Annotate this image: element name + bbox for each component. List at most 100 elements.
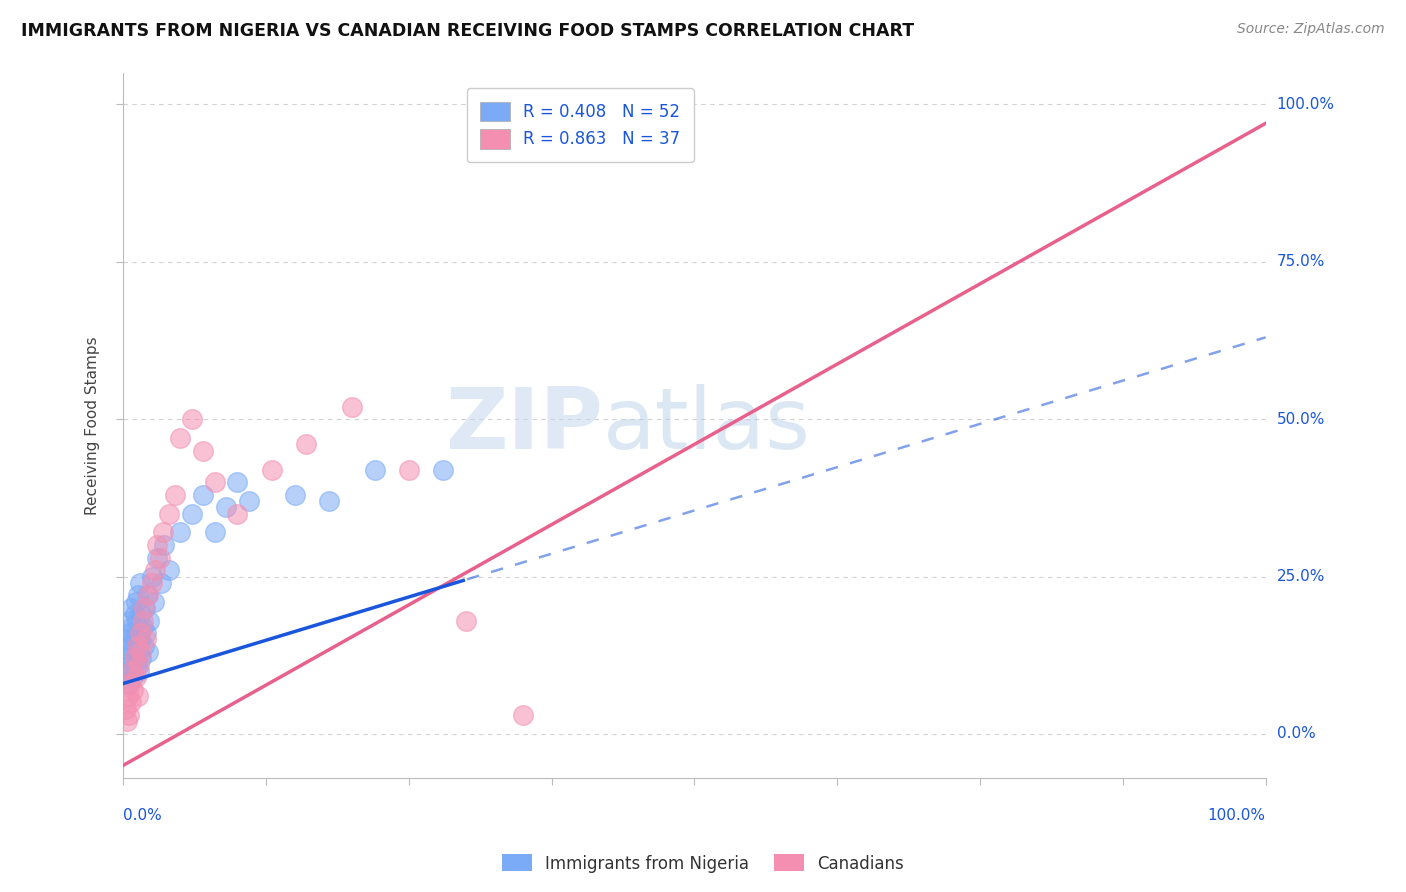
Point [128,626,150,640]
Point [125,639,148,653]
Point [122,682,145,697]
Point [169,431,191,445]
Point [138,588,160,602]
Text: 100.0%: 100.0% [1277,97,1334,112]
Point [128,664,150,678]
Point [132,639,155,653]
Point [117,676,139,690]
Point [512,708,534,723]
Point [138,645,160,659]
Point [193,443,215,458]
Point [215,500,238,515]
Text: 0.0%: 0.0% [1277,726,1316,741]
Legend: R = 0.408   N = 52, R = 0.863   N = 37: R = 0.408 N = 52, R = 0.863 N = 37 [467,88,693,161]
Text: 50.0%: 50.0% [1277,412,1324,426]
Text: 25.0%: 25.0% [1277,569,1324,584]
Point [226,507,249,521]
Point [120,657,142,672]
Point [152,525,174,540]
Point [149,575,172,590]
Point [128,657,150,672]
Point [117,689,139,703]
Point [121,664,143,678]
Point [153,538,176,552]
Point [131,645,153,659]
Point [127,588,149,602]
Text: IMMIGRANTS FROM NIGERIA VS CANADIAN RECEIVING FOOD STAMPS CORRELATION CHART: IMMIGRANTS FROM NIGERIA VS CANADIAN RECE… [21,22,914,40]
Point [124,651,146,665]
Point [146,538,169,552]
Point [146,550,169,565]
Point [149,550,172,565]
Point [125,670,148,684]
Text: 0.0%: 0.0% [124,808,162,823]
Point [124,651,146,665]
Point [117,632,139,647]
Point [125,657,148,672]
Point [169,525,191,540]
Point [193,488,215,502]
Point [122,632,145,647]
Point [143,595,166,609]
Point [157,507,180,521]
Point [363,462,385,476]
Point [340,400,363,414]
Point [120,645,142,659]
Point [131,620,153,634]
Point [284,488,307,502]
Point [163,488,186,502]
Point [135,626,157,640]
Text: Source: ZipAtlas.com: Source: ZipAtlas.com [1237,22,1385,37]
Point [318,494,340,508]
Point [131,614,153,628]
Point [125,639,148,653]
Point [141,569,163,583]
Point [226,475,249,489]
Legend: Immigrants from Nigeria, Canadians: Immigrants from Nigeria, Canadians [495,847,911,880]
Point [138,614,160,628]
Point [114,664,136,678]
Point [143,563,166,577]
Point [135,632,157,647]
Point [120,626,142,640]
Point [295,437,318,451]
Point [131,651,153,665]
Point [132,601,155,615]
Point [157,563,180,577]
Point [129,626,152,640]
Point [432,462,454,476]
Point [129,575,152,590]
Point [120,601,142,615]
Point [180,507,202,521]
Point [121,664,143,678]
Point [238,494,260,508]
Point [127,645,149,659]
Y-axis label: Receiving Food Stamps: Receiving Food Stamps [86,336,100,515]
Point [134,601,156,615]
Point [118,708,141,723]
Point [129,632,152,647]
Point [122,670,145,684]
Point [120,676,142,690]
Point [141,575,163,590]
Point [204,475,226,489]
Point [115,714,138,729]
Point [115,651,138,665]
Point [260,462,283,476]
Point [118,614,141,628]
Point [120,695,142,709]
Point [118,639,141,653]
Point [136,588,159,602]
Point [131,607,153,622]
Point [121,620,143,634]
Text: 100.0%: 100.0% [1208,808,1265,823]
Point [125,614,148,628]
Text: atlas: atlas [603,384,811,467]
Point [204,525,226,540]
Point [125,595,148,609]
Point [398,462,420,476]
Point [454,614,477,628]
Point [114,701,136,715]
Text: 75.0%: 75.0% [1277,254,1324,269]
Point [180,412,202,426]
